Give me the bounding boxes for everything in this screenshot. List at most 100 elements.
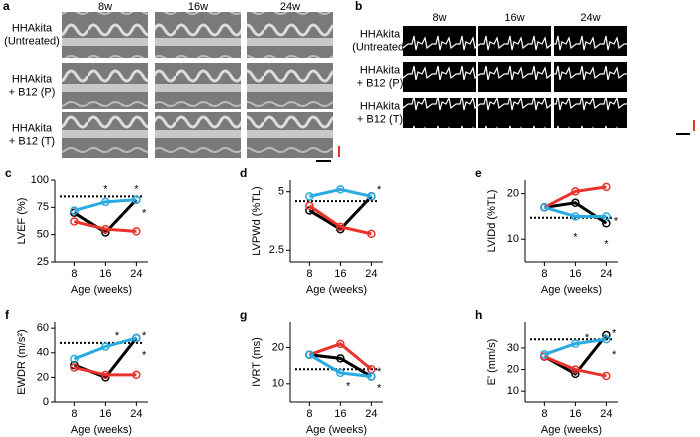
y-tick-label: 20 xyxy=(37,371,49,383)
y-axis-title: LVEF (%) xyxy=(16,198,28,245)
column-label: 24w xyxy=(580,12,600,24)
y-tick-label: 10 xyxy=(507,385,519,397)
significance-star: * xyxy=(612,349,617,361)
mean-point xyxy=(540,203,549,212)
row-label: HHAkita xyxy=(360,100,401,112)
image-tile xyxy=(62,112,148,158)
x-tick-label: 24 xyxy=(130,268,142,280)
significance-star: * xyxy=(377,383,382,395)
image-tile xyxy=(155,112,241,158)
image-tile xyxy=(155,63,241,109)
x-tick-label: 16 xyxy=(334,268,346,280)
mean-point xyxy=(70,206,79,215)
significance-star: * xyxy=(573,232,578,244)
panel-label: c xyxy=(5,166,12,180)
mean-point xyxy=(336,339,345,349)
column-label: 16w xyxy=(188,1,208,13)
image-tile xyxy=(403,62,476,92)
significance-star: * xyxy=(585,332,590,344)
significance-star: * xyxy=(604,238,609,250)
mean-point xyxy=(132,227,141,236)
y-tick-label: 20 xyxy=(272,341,284,353)
y-tick-label: 0 xyxy=(43,396,49,408)
mean-point xyxy=(367,372,376,381)
mean-point xyxy=(305,201,314,211)
mean-point xyxy=(70,217,79,226)
mean-point xyxy=(101,370,110,380)
mean-point xyxy=(336,185,345,194)
x-tick-label: 8 xyxy=(71,268,77,280)
mean-point xyxy=(571,365,580,374)
panel-label: h xyxy=(475,308,482,322)
significance-star: * xyxy=(612,328,617,340)
y-tick-label: 75 xyxy=(37,201,49,213)
mean-point xyxy=(602,330,611,340)
significance-star: * xyxy=(614,216,619,228)
panel-label: a xyxy=(3,0,10,13)
row-label: HHAkita xyxy=(12,122,53,134)
mean-point xyxy=(602,212,611,221)
series-line xyxy=(308,353,372,379)
row-label: + B12 (P) xyxy=(9,86,56,98)
y-tick-label: 10 xyxy=(272,378,284,390)
significance-star: * xyxy=(115,330,120,342)
y-tick-label: 5 xyxy=(278,186,284,198)
x-axis-title: Age (weeks) xyxy=(306,424,367,436)
significance-star: * xyxy=(134,183,139,195)
mean-point xyxy=(367,192,376,201)
y-tick-label: 40 xyxy=(37,347,49,359)
image-tile xyxy=(155,12,241,58)
x-axis-title: Age (weeks) xyxy=(71,284,132,296)
significance-star: * xyxy=(377,366,382,378)
row-label: + B12 (P) xyxy=(357,77,404,89)
row-label: HHAkita xyxy=(360,64,401,76)
image-tile xyxy=(478,26,551,56)
panel-label: d xyxy=(240,166,247,180)
column-label: 8w xyxy=(98,1,112,13)
image-tile xyxy=(247,12,333,58)
y-axis-title: EWDR (m/s²) xyxy=(16,329,28,394)
series-line xyxy=(308,195,373,232)
x-axis-title: Age (weeks) xyxy=(541,284,602,296)
y-tick-label: 2.5 xyxy=(269,244,284,256)
mean-point xyxy=(132,370,141,380)
series-line xyxy=(309,187,372,198)
y-axis-title: E' (mm/s) xyxy=(486,339,498,386)
series-line xyxy=(74,220,137,233)
y-tick-label: 10 xyxy=(507,233,519,245)
image-tile xyxy=(403,26,476,56)
x-tick-label: 8 xyxy=(541,268,547,280)
y-tick-label: 20 xyxy=(507,188,519,200)
y-tick-label: 25 xyxy=(37,256,49,268)
series-line xyxy=(308,342,373,371)
image-tile xyxy=(554,62,627,92)
column-label: 24w xyxy=(280,1,300,13)
y-tick-label: 100 xyxy=(31,174,49,186)
mean-point xyxy=(602,371,611,381)
significance-star: * xyxy=(142,330,147,342)
y-tick-label: 50 xyxy=(37,229,49,241)
y-tick-label: 20 xyxy=(507,363,519,375)
panel-label: f xyxy=(5,308,10,322)
row-label: HHAkita xyxy=(360,28,401,40)
column-label: 8w xyxy=(432,12,446,24)
series-line xyxy=(74,366,137,377)
mean-point xyxy=(305,350,314,359)
mean-point xyxy=(571,187,580,196)
mean-point xyxy=(602,335,611,344)
y-tick-label: 60 xyxy=(37,322,49,334)
y-tick-label: 30 xyxy=(507,342,519,354)
column-label: 16w xyxy=(504,12,524,24)
image-tile xyxy=(62,12,148,58)
image-tile xyxy=(478,98,551,128)
panel-label: e xyxy=(475,166,482,180)
x-tick-label: 24 xyxy=(130,408,142,420)
panel-label: g xyxy=(240,308,247,322)
mean-point xyxy=(571,339,580,348)
image-tile xyxy=(62,63,148,109)
significance-star: * xyxy=(346,381,351,393)
mean-point xyxy=(602,182,611,192)
mean-point xyxy=(336,354,345,363)
x-tick-label: 8 xyxy=(306,408,312,420)
mean-point xyxy=(101,224,110,234)
